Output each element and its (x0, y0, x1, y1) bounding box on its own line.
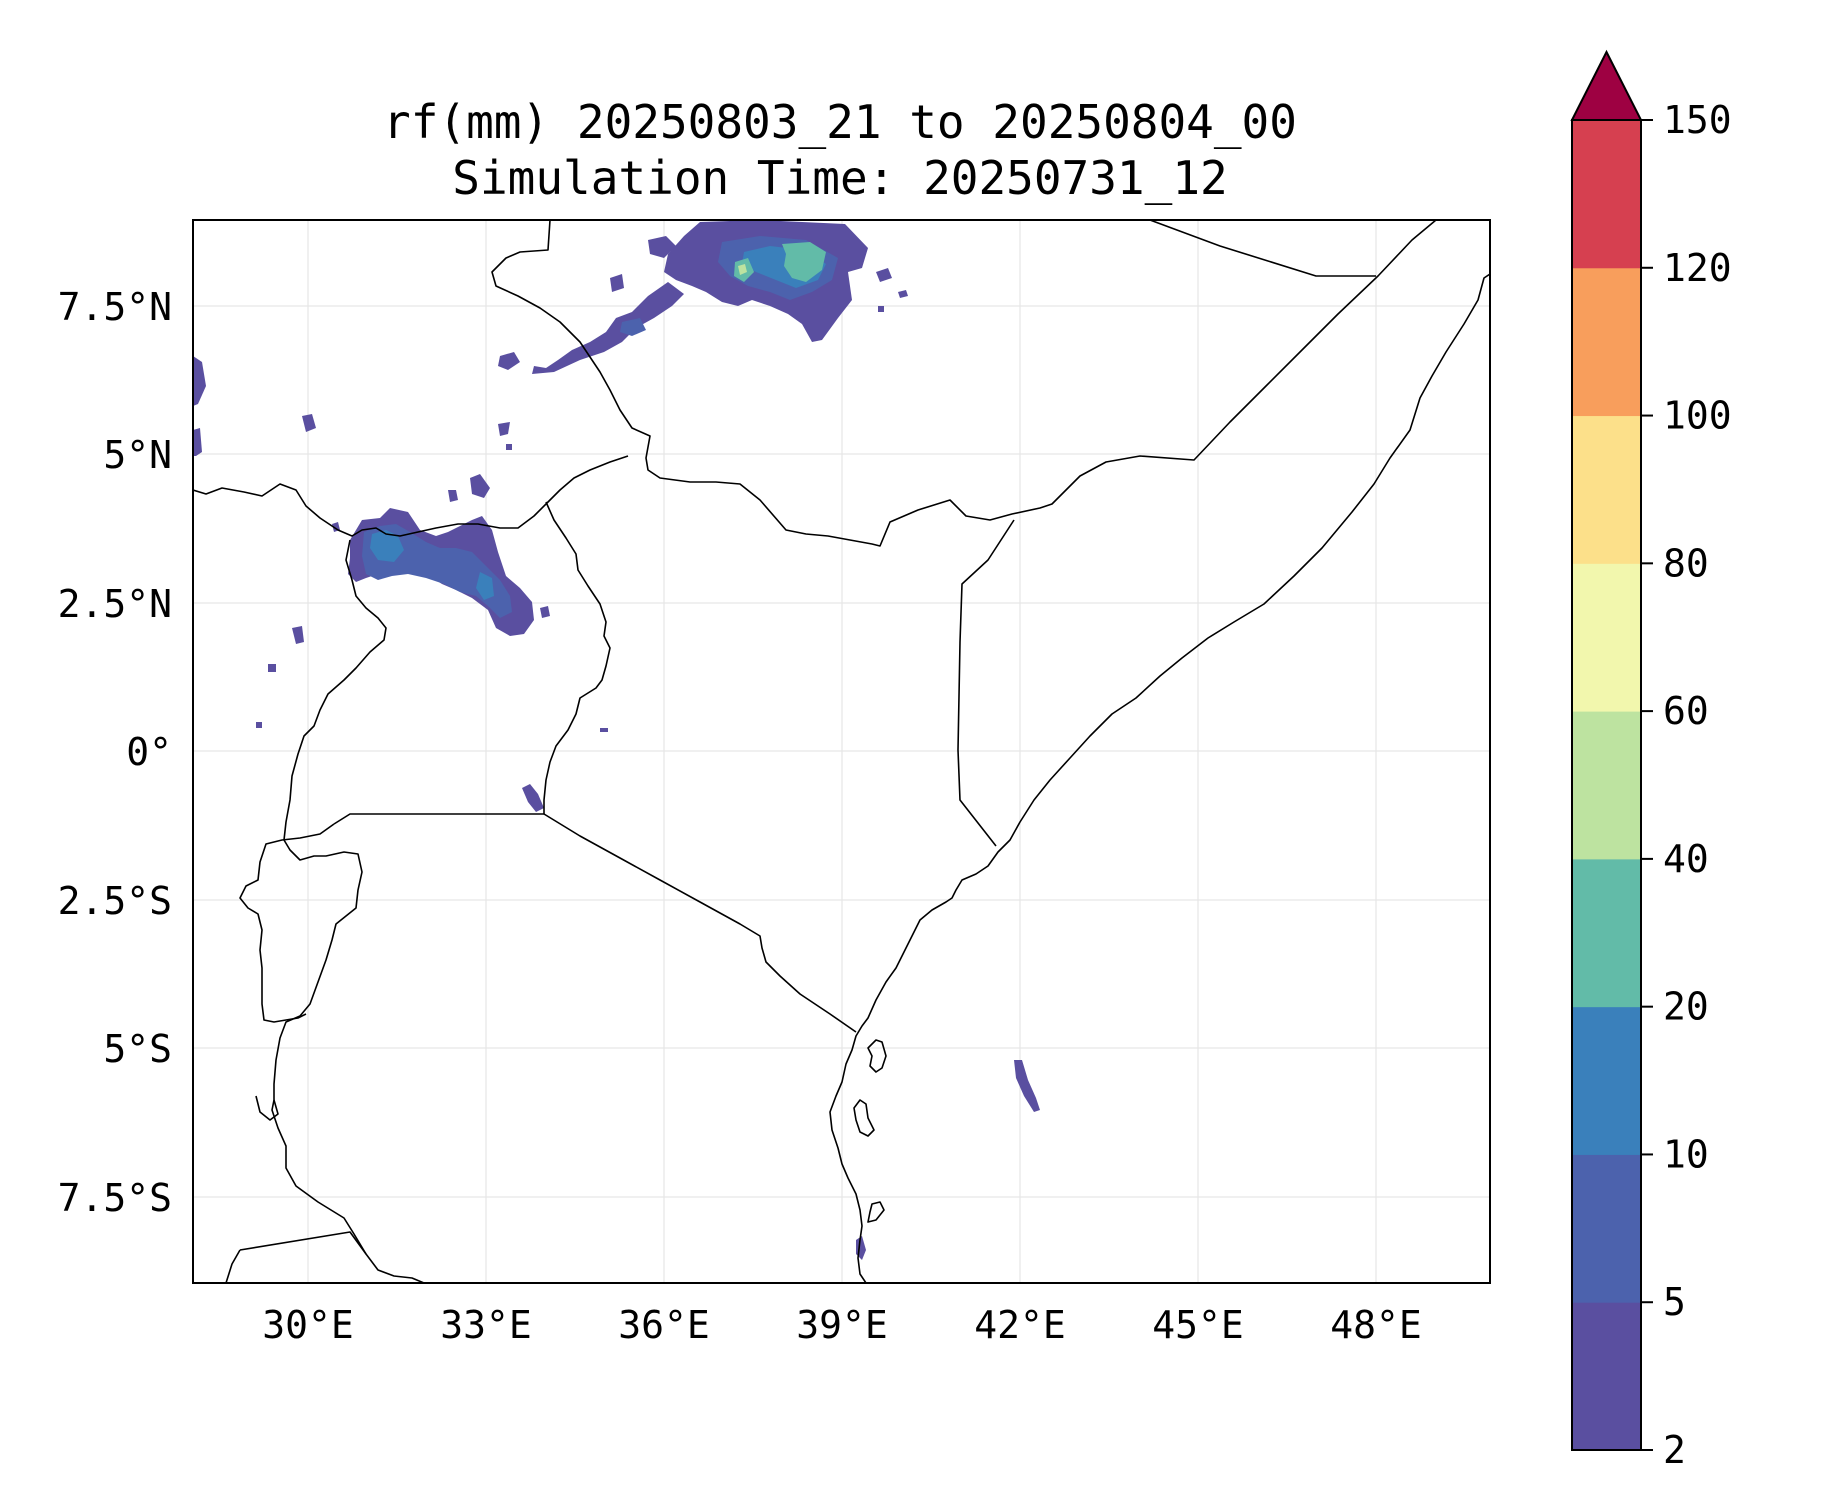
colorbar-extend-arrow (1570, 49, 1643, 121)
colorbar-tick-label: 120 (1663, 246, 1732, 290)
x-axis: 30°E 33°E 36°E 39°E 42°E 45°E 48°E (262, 1303, 1422, 1347)
colorbar-frame (1571, 119, 1642, 1451)
colorbar-segment (1572, 415, 1641, 564)
colorbar-segment (1572, 120, 1641, 269)
colorbar-tick-label: 150 (1663, 98, 1732, 142)
x-tick-label: 42°E (974, 1303, 1066, 1347)
x-tick-label: 33°E (440, 1303, 532, 1347)
colorbar-tick-label: 5 (1663, 1280, 1686, 1324)
colorbar-segment (1572, 858, 1641, 1008)
x-tick-label: 39°E (796, 1303, 888, 1347)
colorbar-tick-label: 2 (1663, 1428, 1686, 1472)
x-tick-label: 30°E (262, 1303, 354, 1347)
y-tick-label: 2.5°N (58, 582, 172, 626)
x-tick-label: 36°E (618, 1303, 710, 1347)
y-axis: 7.5°N 5°N 2.5°N 0° 2.5°S 5°S 7.5°S (58, 285, 172, 1220)
colorbar-tick-label: 10 (1663, 1132, 1709, 1176)
colorbar-segment (1572, 1006, 1641, 1155)
y-tick-label: 7.5°S (58, 1176, 172, 1220)
colorbar-tick-label: 60 (1663, 689, 1709, 733)
country-borders (193, 220, 1490, 1283)
rain-area-small-cell (600, 728, 608, 732)
rain-area-lake-victoria (522, 784, 544, 812)
colorbar-segment (1572, 1302, 1641, 1451)
y-tick-label: 2.5°S (58, 879, 172, 923)
colorbar: 2 5 10 20 40 60 80 100 120 150 (1570, 49, 1732, 1472)
y-tick-label: 5°S (103, 1027, 172, 1071)
rain-area-ethiopia-border (498, 220, 908, 374)
colorbar-tick-label: 80 (1663, 541, 1709, 585)
x-tick-label: 48°E (1330, 1303, 1422, 1347)
y-tick-label: 7.5°N (58, 285, 172, 329)
x-tick-label: 45°E (1152, 1303, 1244, 1347)
colorbar-segment (1572, 267, 1641, 417)
map-title-line-1: rf(mm) 20250803_21 to 20250804_00 (383, 95, 1297, 149)
colorbar-tick-label: 100 (1663, 394, 1732, 438)
colorbar-segment (1572, 1154, 1641, 1303)
colorbar-tick-label: 40 (1663, 837, 1709, 881)
rain-area-indian-ocean (1014, 1060, 1040, 1112)
y-tick-label: 0° (126, 730, 172, 774)
map-frame (192, 219, 1491, 1284)
y-tick-label: 5°N (103, 433, 172, 477)
colorbar-segment (1572, 563, 1641, 712)
colorbar-segment (1572, 711, 1641, 860)
rain-area-northern-uganda (193, 356, 550, 728)
colorbar-tick-label: 20 (1663, 985, 1709, 1029)
map-title-line-2: Simulation Time: 20250731_12 (452, 151, 1228, 205)
